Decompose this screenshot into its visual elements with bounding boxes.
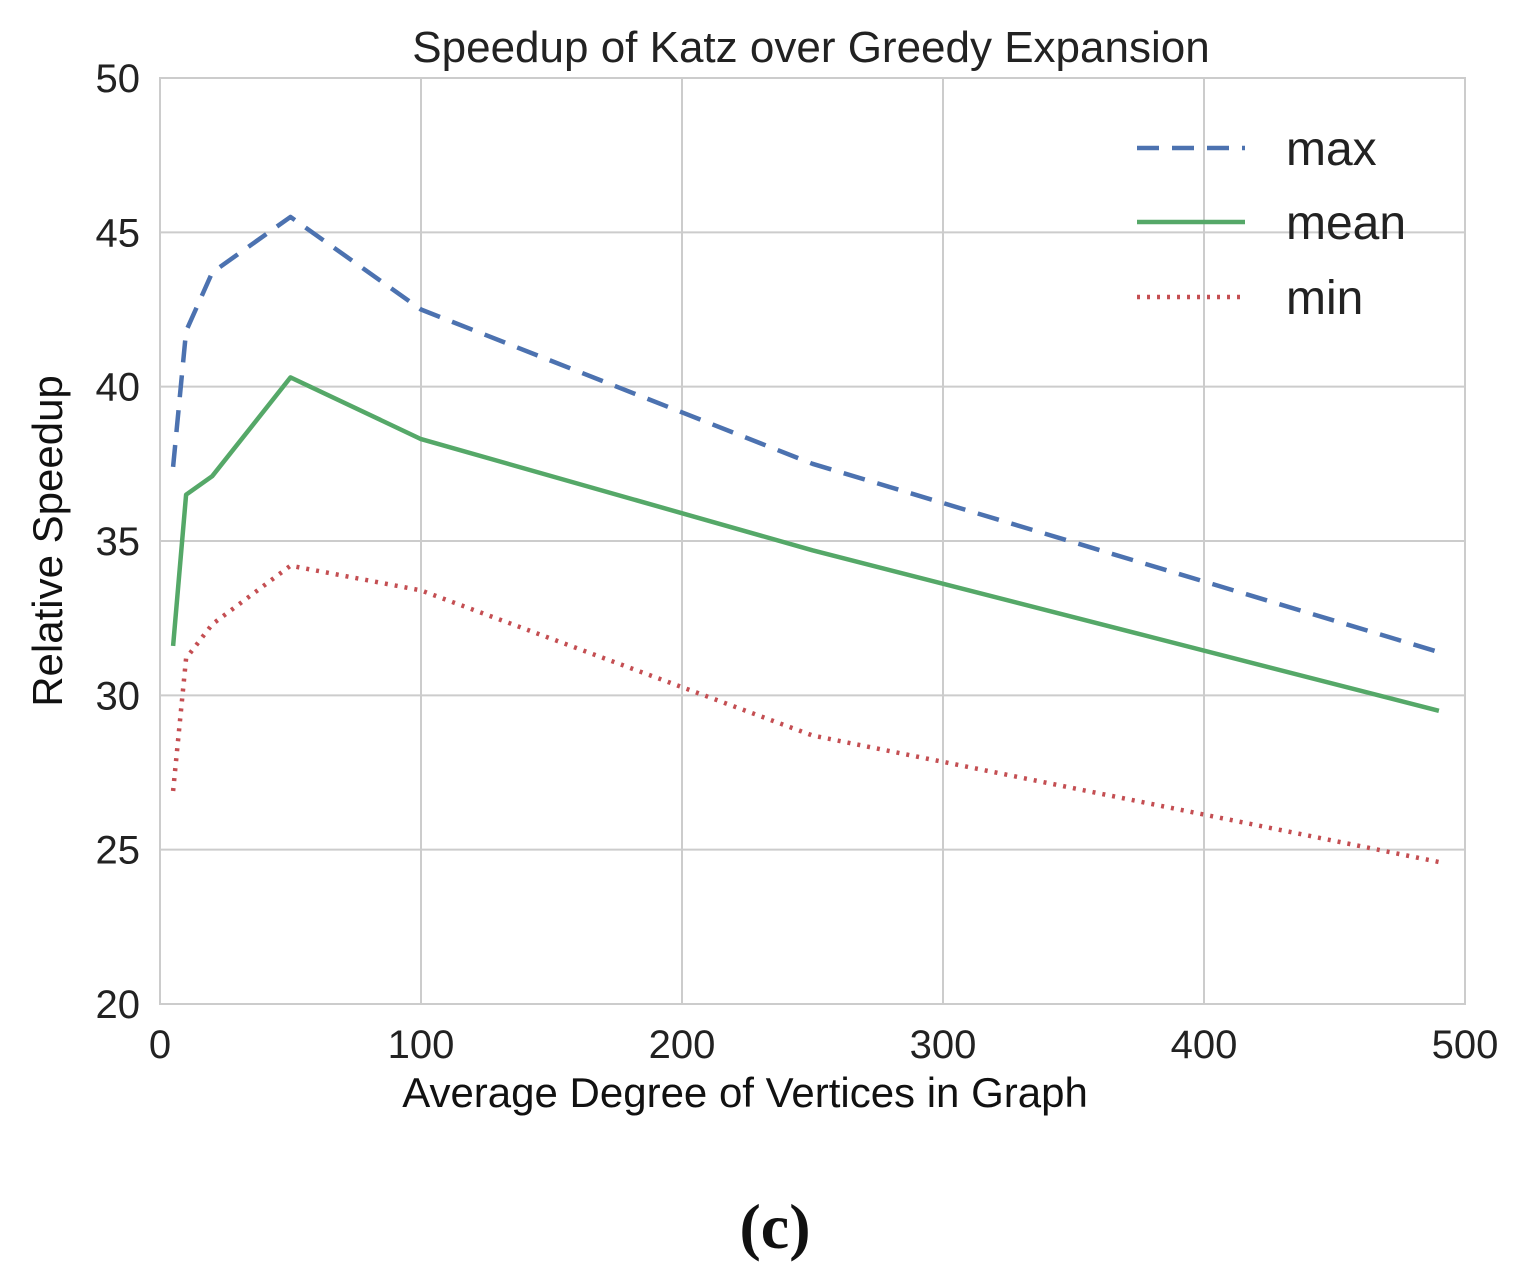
- y-tick-label: 40: [96, 366, 141, 410]
- x-tick-label: 200: [649, 1023, 716, 1067]
- chart-title: Speedup of Katz over Greedy Expansion: [412, 23, 1209, 72]
- x-tick-label: 0: [149, 1023, 171, 1067]
- x-axis-label: Average Degree of Vertices in Graph: [402, 1069, 1088, 1116]
- y-tick-label: 30: [96, 674, 141, 718]
- x-tick-label: 500: [1432, 1023, 1499, 1067]
- y-tick-label: 35: [96, 520, 141, 564]
- legend-label-max: max: [1286, 123, 1377, 176]
- legend: max mean min: [1137, 123, 1406, 325]
- series-line-max: [170, 214, 1440, 655]
- y-tick-labels: 20 25 30 35 40 45 50: [96, 57, 141, 1027]
- legend-label-mean: mean: [1286, 197, 1406, 250]
- y-tick-label: 50: [96, 57, 141, 101]
- y-tick-label: 25: [96, 829, 141, 873]
- y-tick-label: 45: [96, 211, 141, 255]
- legend-label-min: min: [1286, 272, 1363, 325]
- y-axis-label: Relative Speedup: [24, 375, 71, 707]
- x-tick-label: 100: [388, 1023, 455, 1067]
- figure-caption: (c): [739, 1191, 810, 1262]
- x-tick-label: 400: [1171, 1023, 1238, 1067]
- series-lines: [170, 214, 1440, 865]
- x-tick-label: 300: [910, 1023, 977, 1067]
- plot-area-border: [159, 77, 1466, 1005]
- series-line-mean: [170, 375, 1440, 713]
- x-tick-labels: 0 100 200 300 400 500: [149, 1023, 1499, 1067]
- y-tick-label: 20: [96, 983, 141, 1027]
